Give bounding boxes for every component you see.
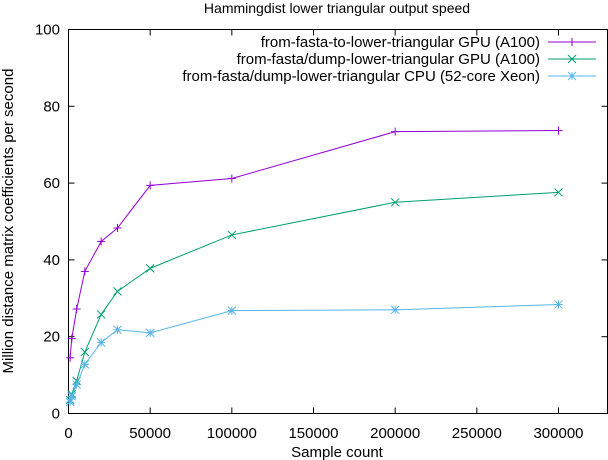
legend-item: from-fasta-to-lower-triangular GPU (A100… (261, 34, 596, 51)
plot-frame (68, 29, 608, 414)
data-point (390, 305, 400, 315)
legend-item: from-fasta/dump-lower-triangular GPU (A1… (237, 51, 596, 68)
x-tick-label: 0 (64, 425, 72, 442)
data-point (554, 126, 563, 135)
data-point (80, 359, 90, 369)
chart-title: Hammingdist lower triangular output spee… (204, 0, 470, 16)
legend: from-fasta-to-lower-triangular GPU (A100… (182, 34, 596, 85)
data-point (96, 310, 106, 319)
data-point (145, 263, 155, 273)
legend-label: from-fasta/dump-lower-triangular GPU (A1… (237, 51, 540, 68)
data-point (67, 391, 77, 401)
y-axis-label: Million distance matrix coefficients per… (0, 69, 17, 374)
data-point (554, 187, 563, 197)
series-layer (65, 126, 563, 407)
x-axis-label: Sample count (291, 444, 384, 460)
data-point (113, 287, 122, 296)
legend-label: from-fasta-to-lower-triangular GPU (A100… (261, 34, 540, 51)
series-line (69, 303, 559, 403)
legend-label: from-fasta/dump-lower-triangular CPU (52… (182, 68, 540, 85)
data-point (391, 127, 400, 136)
data-point (72, 305, 81, 314)
data-point (72, 380, 82, 390)
data-point (65, 397, 75, 407)
data-point (113, 325, 122, 335)
x-tick-label: 100000 (207, 425, 257, 442)
data-point (227, 306, 237, 315)
x-tick-label: 150000 (288, 425, 338, 442)
x-tick-label: 300000 (533, 425, 583, 442)
data-point (390, 197, 400, 207)
series-3 (65, 300, 563, 407)
y-tick-label: 40 (43, 252, 60, 269)
data-point (67, 334, 76, 343)
y-tick-label: 0 (52, 406, 60, 423)
y-tick-label: 60 (43, 175, 60, 192)
series-1 (66, 126, 563, 362)
data-point (97, 237, 106, 246)
y-axis: 0 20 40 60 80 100 (35, 22, 608, 423)
series-line (69, 129, 559, 358)
data-point (554, 300, 563, 309)
series-line (69, 191, 559, 401)
y-tick-label: 80 (43, 98, 60, 115)
data-point (80, 347, 90, 357)
data-point (145, 328, 155, 338)
x-tick-label: 200000 (370, 425, 420, 442)
data-point (66, 353, 75, 362)
series-2 (65, 187, 563, 405)
data-point (567, 54, 577, 64)
data-point (146, 181, 155, 190)
data-point (568, 38, 576, 46)
legend-item: from-fasta/dump-lower-triangular CPU (52… (182, 68, 596, 85)
data-point (113, 224, 122, 233)
data-point (96, 338, 106, 347)
data-point (567, 71, 577, 81)
x-axis: 0 50000 100000 150000 200000 250000 300000 (64, 29, 584, 442)
data-point (227, 174, 236, 183)
x-tick-label: 50000 (129, 425, 171, 442)
y-tick-label: 100 (35, 22, 60, 39)
x-tick-label: 250000 (452, 425, 502, 442)
data-point (227, 230, 237, 240)
data-point (80, 267, 89, 276)
y-tick-label: 20 (43, 329, 60, 346)
